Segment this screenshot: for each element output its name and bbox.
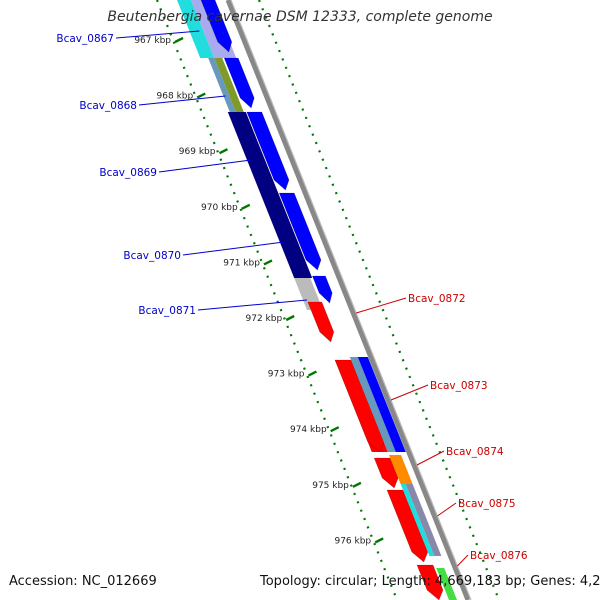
gene-leader-line	[158, 159, 252, 173]
feature-band-cyan	[177, 0, 215, 58]
accession-label: Accession: NC_012669	[9, 574, 157, 589]
gene-label-left: Bcav_0867	[56, 33, 114, 45]
gene-label-right: Bcav_0876	[470, 550, 528, 562]
feature-band-steel	[208, 58, 236, 112]
cds-arrow-0868	[223, 57, 255, 109]
gene-leader-line	[390, 384, 429, 401]
gene-label-left: Bcav_0870	[123, 250, 181, 262]
feature-band-steel-right	[349, 357, 396, 452]
tick-label: 969 kbp	[179, 147, 216, 157]
gene-leader-line	[182, 241, 284, 256]
gene-leader-line	[138, 95, 226, 106]
genome-backbone	[225, 0, 471, 600]
tick-mark	[196, 92, 206, 99]
cds-arrow-0870	[278, 192, 322, 271]
tick-mark	[174, 36, 184, 44]
tick-mark	[374, 537, 384, 544]
gene-leader-line	[197, 299, 308, 311]
cds-arrow-0873	[334, 359, 385, 453]
gene-leader-line	[457, 554, 469, 567]
gene-band-0869-0871	[227, 112, 313, 278]
gene-leader-line	[416, 450, 445, 466]
tick-label: 974 kbp	[290, 425, 327, 435]
gene-label-left: Bcav_0868	[79, 100, 137, 112]
cds-arrow-0876	[416, 564, 444, 600]
tick-label: 967 kbp	[134, 36, 171, 46]
tick-label: 975 kbp	[312, 481, 349, 491]
tick-mark	[330, 426, 340, 433]
cds-arrow-0874	[373, 457, 399, 489]
tick-label: 970 kbp	[201, 203, 238, 213]
feature-band-greyblue	[405, 484, 442, 556]
map-title: Beutenbergia cavernae DSM 12333, complet…	[107, 9, 493, 25]
tick-mark	[241, 203, 251, 210]
tick-mark	[218, 148, 229, 155]
gene-label-right: Bcav_0872	[408, 293, 466, 305]
cds-arrow-0869	[246, 111, 290, 191]
tick-mark	[352, 481, 362, 488]
gene-leader-line	[437, 502, 457, 517]
backbone-highlight	[230, 0, 472, 600]
cds-arrow-0871	[311, 275, 333, 304]
tick-mark	[263, 259, 273, 266]
cds-arrow-0875	[386, 489, 429, 563]
cds-arrow-0872	[307, 301, 335, 343]
gene-label-left: Bcav_0869	[99, 167, 157, 179]
gene-leader-line	[356, 297, 407, 314]
feature-band-blue-right	[357, 357, 406, 452]
ruler-dots-left	[155, 0, 399, 600]
gene-label-left: Bcav_0871	[138, 305, 196, 317]
cds-arrow-0867	[200, 0, 233, 53]
tick-label: 971 kbp	[223, 258, 260, 268]
tick-label: 976 kbp	[334, 536, 371, 546]
tick-label: 972 kbp	[246, 314, 283, 324]
gene-label-right: Bcav_0875	[458, 498, 516, 510]
tick-mark	[285, 314, 295, 322]
genome-summary: Topology: circular; Length: 4,669,183 bp…	[260, 574, 600, 589]
feature-band-orange	[389, 455, 413, 484]
tick-label: 973 kbp	[268, 370, 305, 380]
feature-band-green	[436, 568, 457, 600]
gene-label-right: Bcav_0873	[430, 380, 488, 392]
gene-leader-line	[115, 30, 200, 39]
feature-band-cyan-right	[400, 484, 435, 556]
feature-band-olive	[214, 58, 244, 112]
gene-label-right: Bcav_0874	[446, 446, 504, 458]
tick-mark	[307, 370, 317, 377]
tick-label: 968 kbp	[157, 92, 194, 102]
